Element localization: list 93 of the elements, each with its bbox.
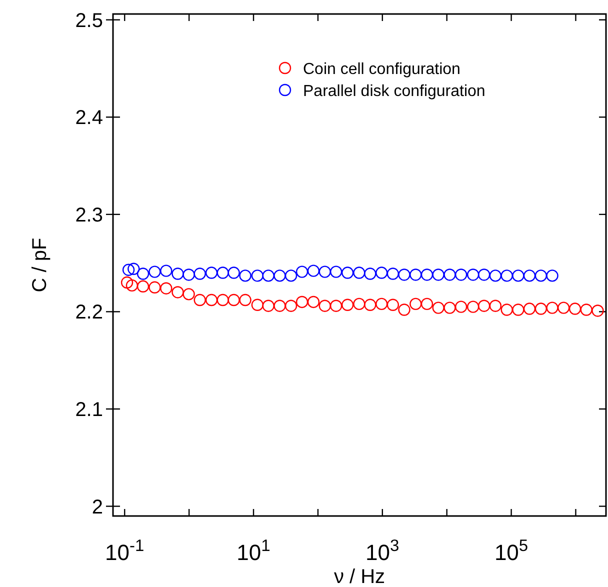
point bbox=[512, 304, 524, 316]
point bbox=[172, 268, 184, 280]
point bbox=[205, 266, 218, 279]
point bbox=[466, 300, 480, 313]
point bbox=[296, 266, 308, 278]
point bbox=[307, 264, 320, 277]
point bbox=[239, 294, 252, 306]
point bbox=[194, 294, 206, 306]
point bbox=[307, 296, 320, 308]
point bbox=[512, 270, 524, 282]
point bbox=[284, 300, 298, 312]
point bbox=[274, 300, 286, 312]
x-tick-label: 10$^{-1}$ bbox=[105, 537, 144, 565]
point bbox=[126, 279, 138, 292]
point bbox=[251, 270, 264, 282]
point bbox=[500, 270, 513, 282]
point bbox=[341, 266, 354, 279]
y-tick-label: 2 bbox=[92, 496, 103, 518]
point bbox=[364, 268, 376, 280]
point bbox=[251, 298, 264, 311]
point bbox=[284, 270, 298, 282]
point bbox=[182, 268, 195, 281]
point bbox=[216, 266, 229, 279]
point bbox=[318, 266, 331, 278]
point bbox=[398, 304, 410, 316]
x-axis-title: ν / Hz bbox=[334, 566, 386, 587]
point bbox=[136, 268, 150, 280]
point bbox=[330, 300, 342, 312]
point bbox=[489, 270, 502, 282]
point bbox=[330, 266, 342, 278]
point bbox=[172, 286, 184, 298]
point bbox=[444, 268, 456, 281]
point bbox=[353, 298, 366, 310]
point bbox=[478, 268, 490, 281]
point bbox=[558, 302, 570, 314]
point bbox=[239, 270, 252, 282]
point bbox=[262, 270, 274, 282]
point bbox=[546, 302, 558, 314]
y-axis-title: C / pF bbox=[29, 238, 51, 292]
point bbox=[432, 302, 444, 314]
point bbox=[568, 302, 582, 315]
point bbox=[523, 302, 536, 315]
point bbox=[274, 270, 286, 282]
point bbox=[454, 268, 468, 281]
y-tick-label: 2.1 bbox=[75, 398, 103, 421]
point bbox=[262, 300, 274, 312]
point bbox=[296, 296, 308, 308]
point bbox=[420, 268, 434, 281]
point bbox=[478, 300, 490, 312]
point bbox=[398, 268, 410, 281]
point bbox=[410, 268, 422, 281]
point bbox=[205, 294, 218, 306]
point bbox=[136, 280, 150, 293]
legend-label: Parallel disk configuration bbox=[303, 83, 486, 100]
point bbox=[444, 302, 456, 314]
y-tick-label: 2.3 bbox=[75, 204, 103, 226]
y-tick-label: 2.4 bbox=[75, 107, 103, 130]
point bbox=[410, 298, 422, 310]
point bbox=[182, 288, 195, 300]
legend-label: Coin cell configuration bbox=[303, 61, 460, 78]
point bbox=[534, 270, 548, 282]
point bbox=[376, 298, 388, 310]
point bbox=[376, 266, 388, 279]
point bbox=[148, 266, 161, 278]
y-tick-label: 2.2 bbox=[75, 302, 103, 324]
point bbox=[318, 300, 331, 312]
point bbox=[523, 270, 536, 282]
y-tick-label: 2.5 bbox=[75, 10, 103, 32]
x-tick-label: 10$^{1}$ bbox=[236, 537, 270, 565]
point bbox=[386, 268, 400, 280]
point bbox=[228, 294, 240, 306]
x-tick-label: 10$^{3}$ bbox=[366, 537, 400, 565]
point bbox=[353, 266, 366, 279]
point bbox=[228, 266, 240, 279]
point bbox=[420, 298, 434, 310]
point bbox=[194, 268, 206, 280]
point bbox=[216, 294, 229, 306]
point bbox=[341, 298, 354, 311]
point bbox=[454, 300, 468, 313]
point bbox=[592, 304, 604, 317]
point bbox=[534, 302, 548, 315]
point bbox=[500, 304, 513, 316]
point bbox=[386, 298, 400, 311]
point bbox=[160, 282, 172, 294]
point bbox=[466, 268, 480, 281]
point bbox=[580, 304, 592, 316]
point bbox=[160, 264, 172, 277]
point bbox=[364, 298, 376, 311]
point bbox=[432, 268, 444, 281]
point bbox=[489, 300, 502, 312]
x-tick-label: 10$^{5}$ bbox=[494, 537, 528, 565]
point bbox=[546, 270, 558, 282]
point bbox=[148, 281, 161, 294]
